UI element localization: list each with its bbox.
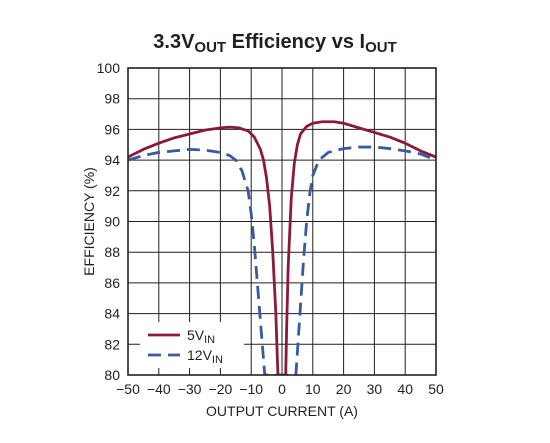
x-tick-label: −50 bbox=[116, 381, 140, 397]
y-axis-label: EFFICIENCY (%) bbox=[81, 167, 97, 276]
legend-label-5vin: 5VIN bbox=[187, 327, 215, 346]
y-tick-label: 94 bbox=[104, 152, 120, 168]
x-tick-label: −10 bbox=[239, 381, 263, 397]
y-tick-label: 100 bbox=[97, 60, 121, 76]
x-tick-label: 10 bbox=[305, 381, 321, 397]
title-sub-out: OUT bbox=[194, 39, 226, 56]
title-main: 3.3V bbox=[153, 31, 195, 53]
legend-background bbox=[140, 322, 244, 368]
legend-label-5vin-main: 5V bbox=[187, 327, 205, 343]
grid-lines bbox=[128, 68, 436, 375]
x-axis-label: OUTPUT CURRENT (A) bbox=[206, 403, 358, 419]
x-tick-label: 20 bbox=[336, 381, 352, 397]
x-tick-label: 0 bbox=[278, 381, 286, 397]
x-tick-label: −20 bbox=[209, 381, 233, 397]
y-tick-label: 96 bbox=[104, 121, 120, 137]
title-sub-iout: OUT bbox=[365, 39, 397, 56]
x-tick-label: −30 bbox=[178, 381, 202, 397]
y-tick-label: 98 bbox=[104, 91, 120, 107]
y-tick-label: 84 bbox=[104, 306, 120, 322]
y-tick-label: 92 bbox=[104, 183, 120, 199]
series-lines bbox=[128, 120, 436, 375]
series-line-0 bbox=[128, 120, 436, 375]
legend-label-12vin-sub: IN bbox=[212, 354, 223, 366]
y-tick-label: 90 bbox=[104, 214, 120, 230]
title-mid: Efficiency vs I bbox=[226, 31, 365, 53]
y-tick-label: 86 bbox=[104, 275, 120, 291]
y-tick-labels: 80 82 84 86 88 90 92 94 96 98 100 bbox=[97, 60, 121, 383]
legend: 5VIN 12VIN bbox=[140, 322, 244, 368]
legend-label-5vin-sub: IN bbox=[204, 334, 215, 346]
x-tick-label: −40 bbox=[147, 381, 171, 397]
x-tick-label: 50 bbox=[428, 381, 444, 397]
legend-label-12vin: 12VIN bbox=[187, 347, 223, 366]
chart-title: 3.3VOUT Efficiency vs IOUT bbox=[153, 31, 396, 56]
y-tick-label: 88 bbox=[104, 244, 120, 260]
plot-frame bbox=[127, 67, 437, 376]
series-line-1 bbox=[128, 145, 436, 375]
x-tick-label: 30 bbox=[367, 381, 383, 397]
x-tick-labels: −50 −40 −30 −20 −10 0 10 20 30 40 50 bbox=[116, 381, 444, 397]
x-tick-label: 40 bbox=[397, 381, 413, 397]
legend-label-12vin-main: 12V bbox=[187, 347, 213, 363]
y-tick-label: 82 bbox=[104, 336, 120, 352]
y-tick-label: 80 bbox=[104, 367, 120, 383]
